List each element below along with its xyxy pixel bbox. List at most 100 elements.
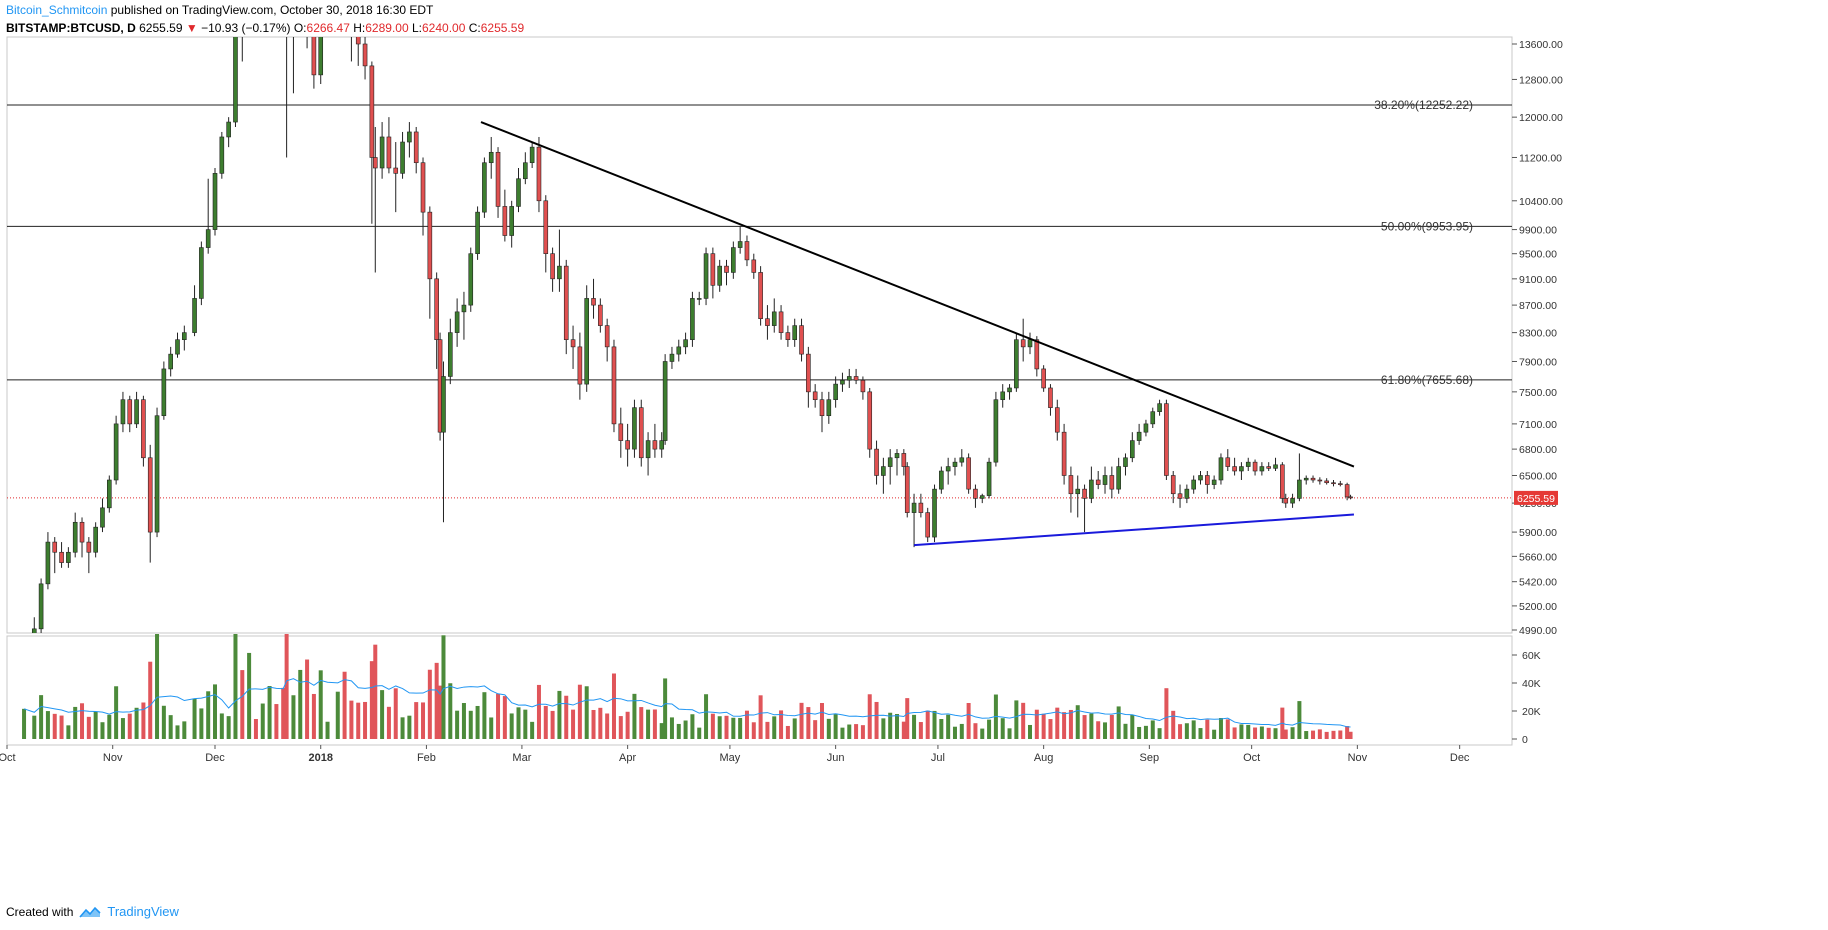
- volume-bar: [1021, 702, 1026, 739]
- candle-body: [710, 253, 716, 286]
- candle: [1184, 484, 1190, 504]
- candle: [468, 247, 474, 312]
- candle: [1348, 494, 1353, 500]
- volume-bar: [1239, 724, 1244, 739]
- volume-bar: [799, 702, 804, 739]
- candle: [1136, 423, 1142, 445]
- volume-bar: [1028, 724, 1032, 739]
- volume-bar: [482, 692, 487, 739]
- volume-bar: [380, 690, 385, 739]
- volume-bar: [427, 669, 432, 739]
- price-tick-label: 5900.00: [1519, 527, 1557, 539]
- volume-bar: [66, 725, 71, 739]
- candle-body: [669, 353, 675, 362]
- candle-body: [219, 136, 225, 174]
- volume-bar: [441, 635, 446, 739]
- volume-bar: [993, 694, 998, 739]
- candle: [557, 229, 562, 292]
- volume-bar: [1103, 722, 1108, 739]
- volume-bar: [1082, 715, 1087, 739]
- volume-bar: [325, 721, 330, 739]
- candle: [86, 537, 92, 574]
- candle: [1338, 480, 1343, 487]
- tradingview-brand-link[interactable]: TradingView: [107, 904, 179, 919]
- volume-bar: [226, 716, 231, 739]
- volume-bar: [100, 722, 105, 739]
- candle-body: [591, 298, 596, 306]
- open-label: O:: [293, 21, 307, 35]
- candle: [1245, 457, 1251, 472]
- price-tick-label: 6200.00: [1519, 498, 1557, 510]
- volume-bar: [1290, 727, 1295, 739]
- candle-body: [604, 325, 610, 348]
- candle-body: [833, 383, 838, 400]
- candle: [993, 391, 999, 467]
- volume-bar: [281, 687, 286, 739]
- candle: [1218, 453, 1224, 485]
- time-tick-label: Dec: [205, 752, 225, 764]
- volume-bar: [59, 715, 64, 739]
- candle: [113, 415, 119, 485]
- volume-bar: [571, 709, 576, 739]
- candle-body: [945, 466, 951, 472]
- price-tick-label: 13600.00: [1519, 39, 1563, 51]
- candle: [529, 142, 535, 169]
- candle-body: [676, 346, 682, 355]
- volume-bar: [646, 709, 651, 739]
- volume-bar: [905, 698, 910, 739]
- candle: [570, 325, 576, 369]
- candle: [1075, 475, 1081, 518]
- volume-bar: [311, 693, 316, 739]
- candle: [100, 498, 105, 533]
- price-tick-label: 6500.00: [1519, 470, 1557, 482]
- candle: [1157, 399, 1162, 416]
- volume-bar: [785, 725, 790, 739]
- candle-body: [113, 423, 119, 481]
- candle: [1211, 475, 1217, 490]
- candle-body: [1007, 387, 1012, 393]
- author-link[interactable]: Bitcoin_Schmitcoin: [6, 3, 108, 17]
- volume-bar: [1109, 714, 1114, 739]
- candle: [744, 235, 750, 267]
- candle-body: [1310, 477, 1316, 481]
- candle-body: [1205, 475, 1210, 485]
- volume-bar: [1218, 718, 1223, 739]
- volume-bar: [577, 684, 582, 739]
- candle: [1027, 332, 1033, 355]
- candle: [1310, 475, 1316, 483]
- volume-bar: [468, 710, 473, 739]
- volume-bar: [516, 707, 521, 739]
- last-price-badge-label: 6255.59: [1517, 493, 1555, 505]
- volume-bar: [386, 706, 391, 739]
- candle-body: [1331, 482, 1336, 485]
- candle: [853, 368, 859, 385]
- candle: [867, 387, 873, 458]
- candle: [662, 354, 668, 445]
- candle-body: [1317, 479, 1323, 482]
- candle-body: [1184, 488, 1190, 499]
- volume-bar: [738, 717, 743, 739]
- candle-body: [1245, 461, 1251, 467]
- volume-bar: [813, 720, 818, 739]
- candle: [690, 291, 695, 347]
- candle-body: [182, 332, 187, 340]
- candle-body: [1338, 483, 1343, 485]
- volume-tick-label: 20K: [1522, 706, 1541, 718]
- candle-body: [1061, 431, 1067, 476]
- candle: [1068, 466, 1074, 513]
- candle-body: [966, 457, 971, 490]
- volume-bar: [1331, 730, 1336, 739]
- fibonacci-levels: 38.20%(12252.22) 50.00%(9953.95) 61.80%(76…: [7, 98, 1512, 387]
- candle: [1177, 484, 1183, 508]
- price-tick-label: 8700.00: [1519, 300, 1557, 312]
- volume-bar: [1164, 688, 1169, 739]
- candle: [1317, 477, 1323, 485]
- candle-body: [1239, 466, 1244, 472]
- price-tick-label: 8300.00: [1519, 328, 1557, 340]
- volume-bar: [421, 702, 426, 739]
- fib-label-0: 38.20%(12252.22): [1374, 98, 1473, 112]
- candle: [778, 305, 784, 340]
- volume-bar: [1123, 723, 1128, 739]
- volume-bar: [1157, 728, 1162, 739]
